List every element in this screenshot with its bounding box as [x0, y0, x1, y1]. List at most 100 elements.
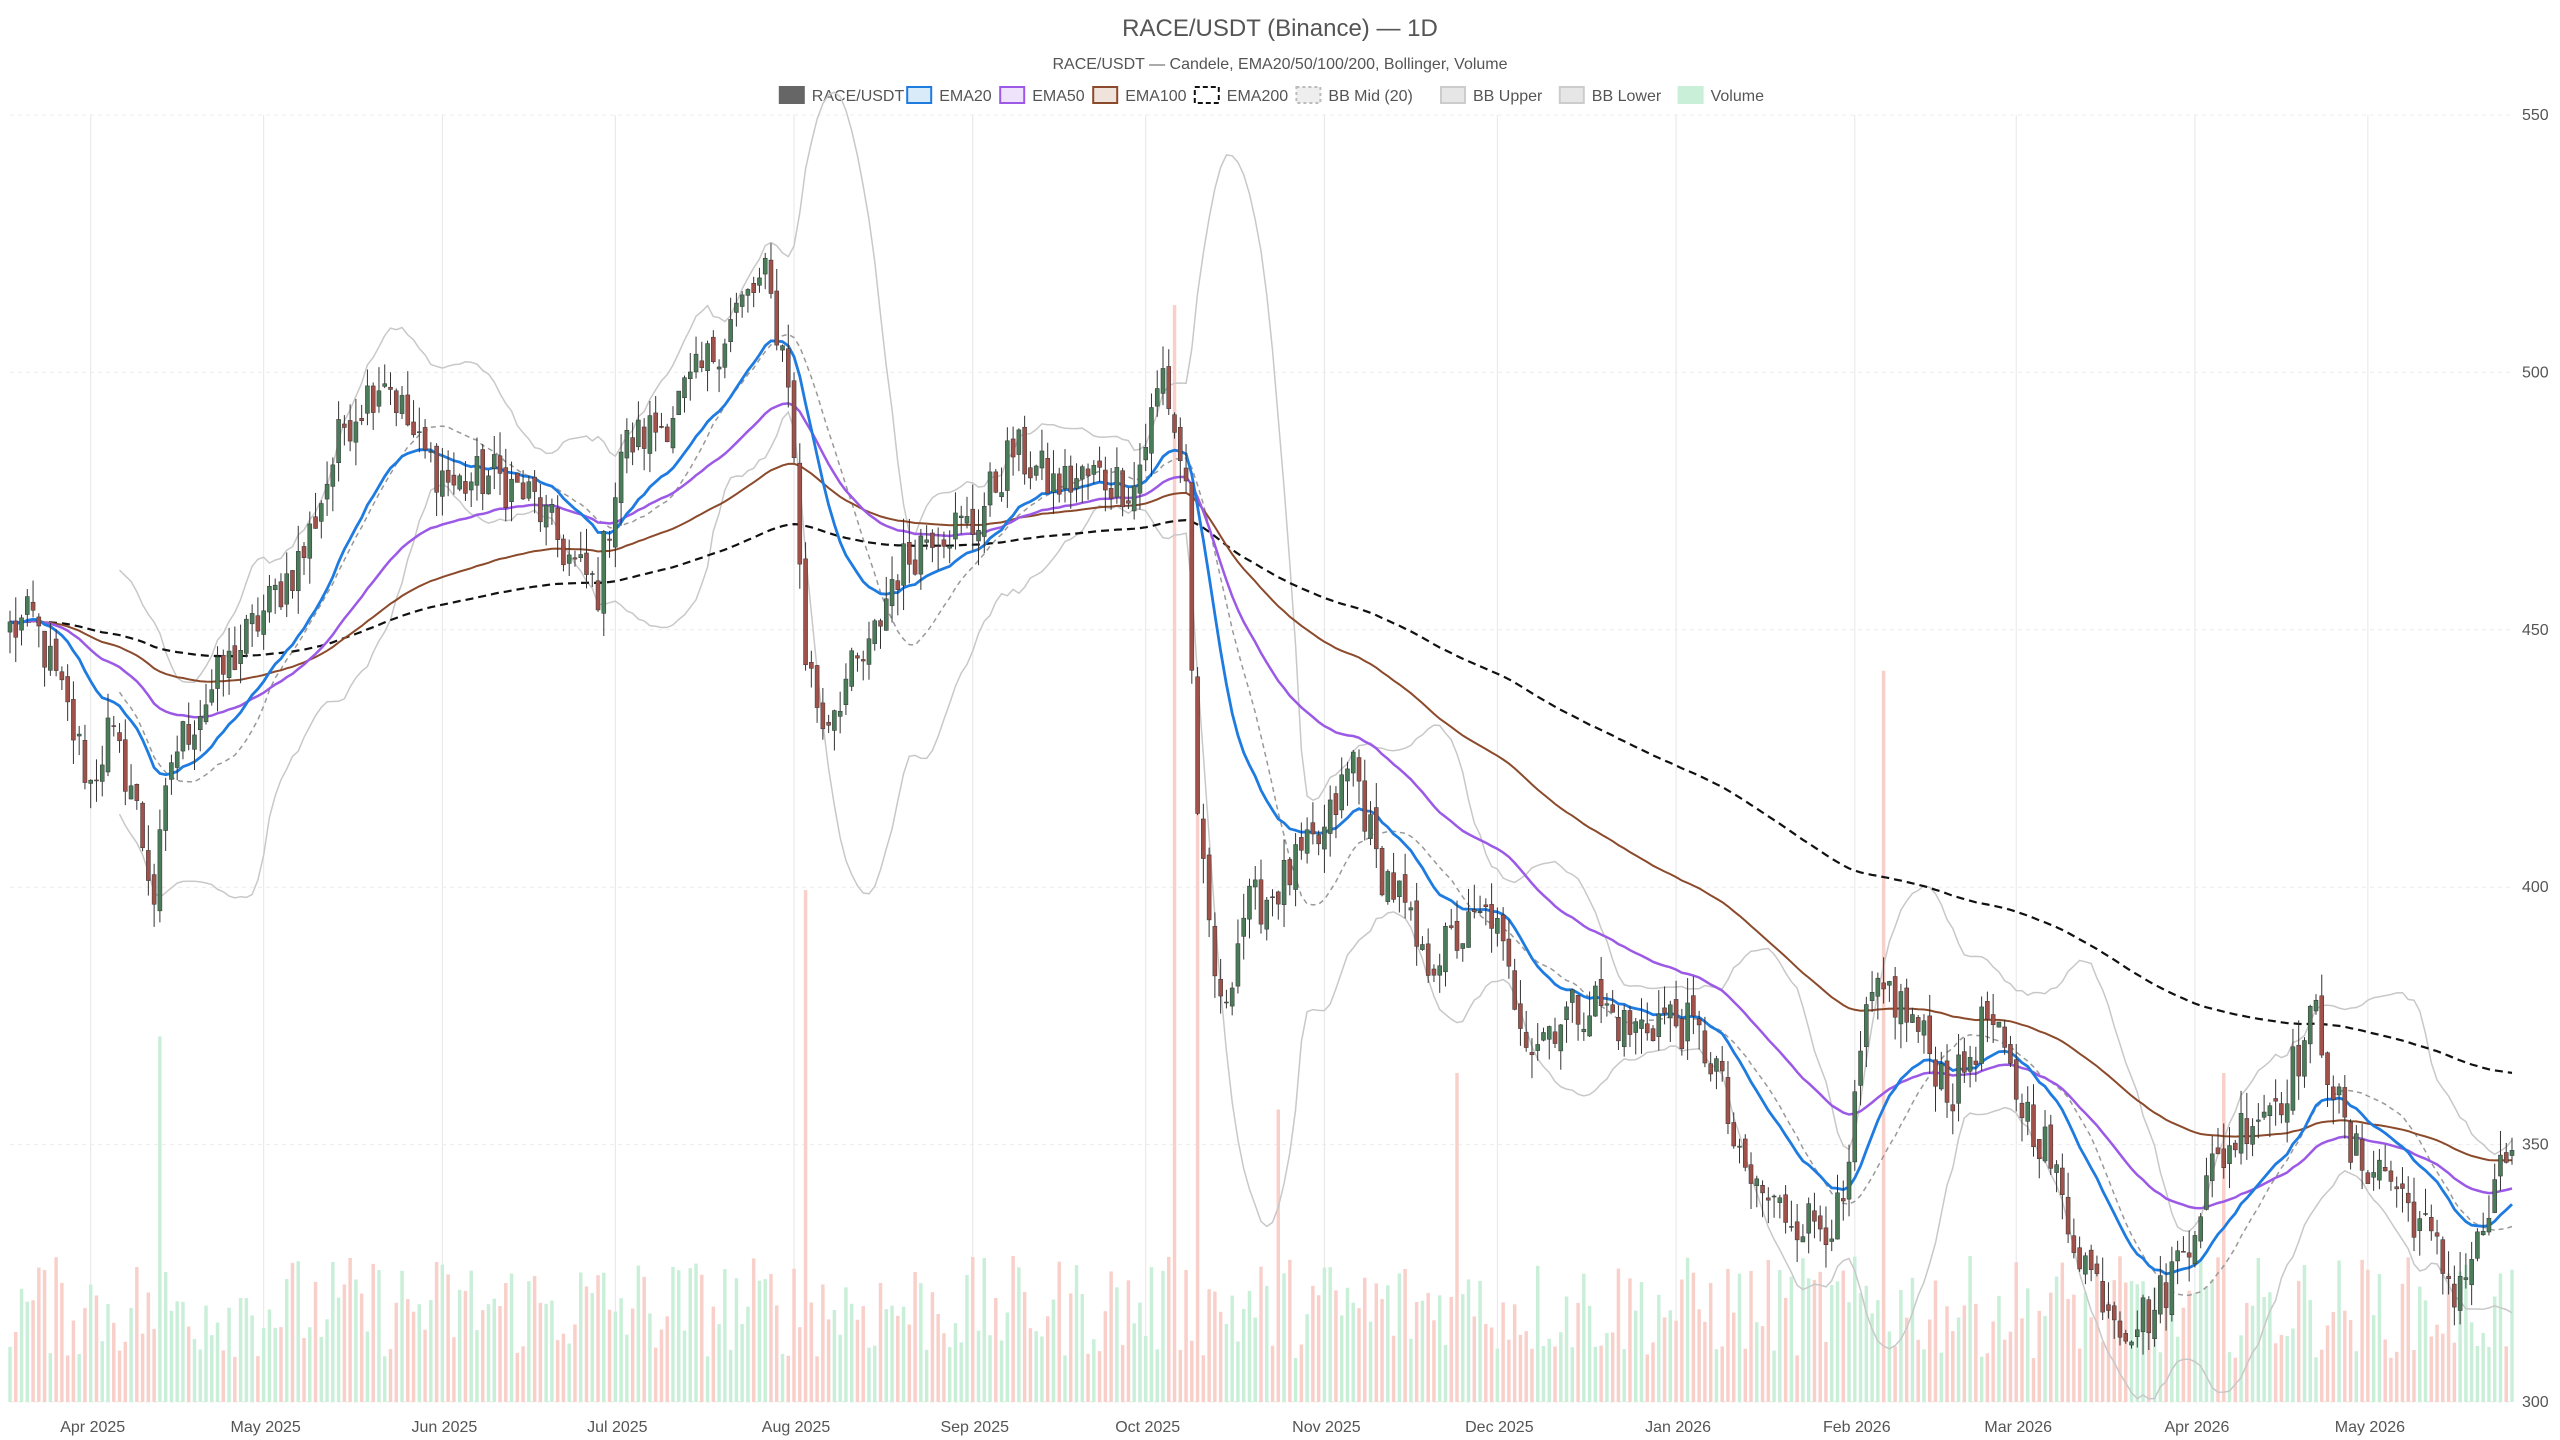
volume-bar [1501, 1302, 1505, 1402]
candle-body [1570, 989, 1575, 1003]
candle-body [365, 385, 370, 414]
candle-body [1656, 1013, 1662, 1037]
candle-body [1362, 780, 1368, 832]
volume-bar [2268, 1292, 2272, 1402]
candle-body [7, 621, 13, 633]
candle-body [1627, 1010, 1633, 1035]
candle-body [36, 616, 42, 627]
candle-body [2204, 1175, 2209, 1210]
volume-bar [798, 1327, 802, 1402]
volume-bar [88, 1284, 93, 1402]
volume-bar [1184, 1270, 1188, 1402]
candle-body [2106, 1304, 2111, 1311]
candle-body [918, 535, 924, 575]
volume-bar [1241, 1309, 1246, 1402]
volume-bar [2377, 1274, 2382, 1402]
candle-body [2060, 1167, 2065, 1195]
candle-body [59, 671, 65, 681]
volume-bar [1587, 1305, 1592, 1402]
volume-bar [1858, 1293, 1863, 1402]
volume-bar [1040, 1336, 1044, 1402]
volume-bar [1017, 1267, 1021, 1402]
volume-bar [1593, 1346, 1598, 1402]
candle-body [2394, 1186, 2399, 1190]
candle-body [393, 390, 399, 413]
volume-bar [1265, 1285, 1269, 1402]
candle-body [762, 257, 768, 275]
candle-body [2083, 1255, 2088, 1275]
volume-bar [815, 1356, 819, 1402]
candle-body [601, 531, 607, 614]
candle-body [999, 492, 1004, 498]
candle-body [2469, 1259, 2474, 1286]
candle-body [2152, 1309, 2157, 1339]
volume-bar [48, 1353, 53, 1402]
candle-body [566, 554, 572, 564]
candle-body [1068, 465, 1074, 493]
volume-bar [1420, 1300, 1425, 1402]
volume-bar [2054, 1276, 2059, 1402]
candle-body [1915, 1017, 1921, 1032]
volume-bar [146, 1292, 151, 1402]
candle-body [128, 785, 134, 800]
candle-body [1016, 429, 1022, 455]
candle-body [1639, 1019, 1644, 1029]
volume-bar [561, 1333, 566, 1402]
volume-bar [1322, 1267, 1327, 1402]
volume-bar [849, 1303, 854, 1402]
candle-body [1858, 1050, 1863, 1086]
volume-bar [1074, 1265, 1079, 1402]
candle-body [584, 552, 589, 575]
candle-body [307, 523, 313, 559]
candle-body [1402, 874, 1408, 903]
volume-bar [2394, 1351, 2399, 1402]
candle-body [1979, 1006, 1984, 1064]
candle-body [388, 386, 393, 390]
volume-bar [2193, 1292, 2197, 1402]
volume-bar [942, 1333, 946, 1402]
volume-bar [1449, 1297, 1453, 1402]
volume-bar [238, 1297, 243, 1402]
candle-body [791, 380, 797, 458]
candle-body [440, 470, 445, 497]
volume-bar [359, 1293, 364, 1402]
candle-body [572, 557, 578, 560]
volume-bar [642, 1276, 646, 1402]
candle-body [1644, 1023, 1650, 1034]
candle-body [1725, 1077, 1731, 1124]
volume-bar [394, 1302, 398, 1402]
volume-bar [429, 1300, 433, 1402]
volume-bar [204, 1305, 208, 1402]
volume-bar [711, 1306, 716, 1402]
volume-bar [1789, 1276, 1794, 1402]
volume-bar [504, 1283, 508, 1402]
candle-body [1414, 900, 1419, 947]
candle-body [2054, 1164, 2059, 1173]
candle-body [2048, 1124, 2054, 1169]
candle-body [1495, 918, 1500, 934]
candle-body [860, 659, 866, 662]
candle-body [1650, 1028, 1656, 1041]
candle-body [1229, 987, 1235, 1007]
candle-body [1143, 447, 1148, 461]
candle-body [1385, 871, 1391, 902]
candle-body [140, 802, 145, 849]
volume-bar [1132, 1323, 1136, 1402]
candle-body [1708, 1063, 1713, 1075]
candle-body [215, 656, 220, 689]
candle-body [1212, 926, 1218, 977]
volume-bar [1997, 1295, 2001, 1402]
candle-body [1379, 847, 1385, 896]
volume-bar [1086, 1353, 1090, 1402]
volume-bar [890, 1305, 894, 1402]
candle-body [693, 353, 699, 373]
volume-bar [296, 1261, 300, 1402]
candle-body [1080, 466, 1085, 480]
volume-bar [982, 1257, 987, 1402]
candle-body [19, 617, 24, 631]
candle-body [53, 638, 59, 671]
volume-bar [400, 1270, 404, 1402]
candle-body [1489, 904, 1494, 929]
volume-bar [2475, 1346, 2480, 1402]
volume-bar [1714, 1349, 1719, 1402]
